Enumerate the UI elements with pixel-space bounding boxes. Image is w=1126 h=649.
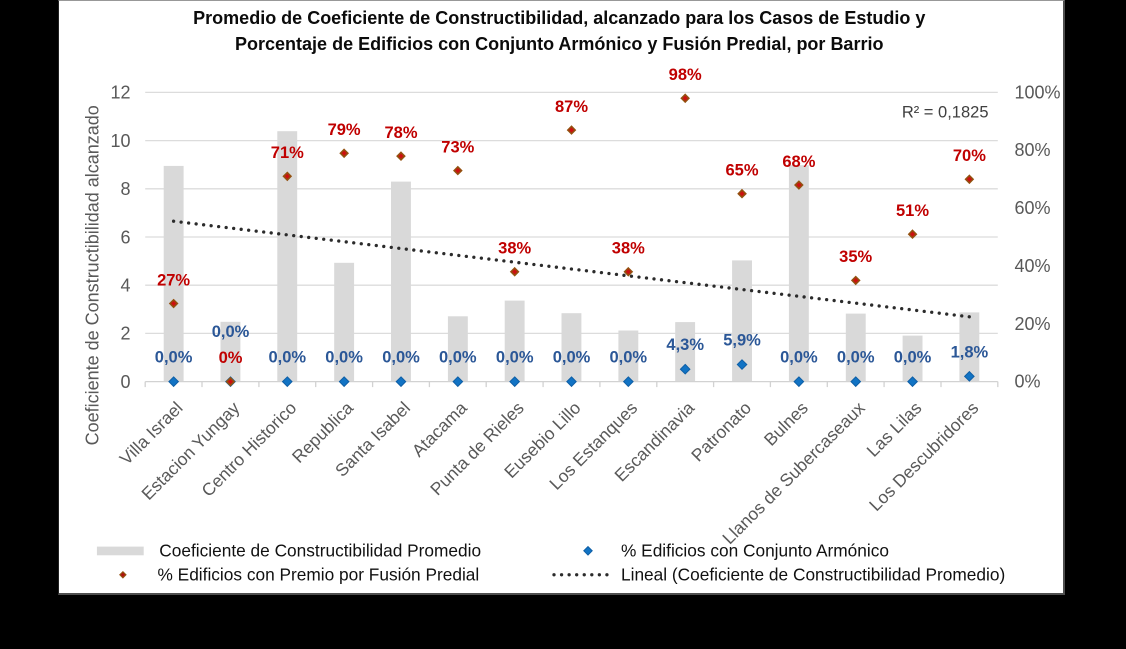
svg-text:0,0%: 0,0% [325,349,363,367]
svg-text:71%: 71% [271,144,304,162]
svg-text:38%: 38% [498,240,531,258]
svg-text:Los Descubridores: Los Descubridores [865,398,982,515]
svg-text:0,0%: 0,0% [496,349,534,367]
svg-text:Estacion Yungay: Estacion Yungay [137,398,243,504]
svg-text:80%: 80% [1015,140,1051,160]
svg-text:0%: 0% [1015,372,1041,392]
svg-text:0,0%: 0,0% [837,349,875,367]
svg-text:4,3%: 4,3% [666,336,704,354]
svg-text:60%: 60% [1015,198,1051,218]
svg-text:27%: 27% [157,271,190,289]
svg-text:100%: 100% [1015,82,1061,102]
svg-text:73%: 73% [441,138,474,156]
svg-text:40%: 40% [1015,256,1051,276]
svg-text:8: 8 [120,179,130,199]
svg-text:5,9%: 5,9% [723,332,761,350]
svg-text:R² = 0,1825: R² = 0,1825 [902,103,989,121]
svg-text:Coeficiente de Constructibilid: Coeficiente de Constructibilidad Promedi… [159,540,481,560]
svg-text:0,0%: 0,0% [780,349,818,367]
svg-text:51%: 51% [896,202,929,220]
svg-text:10: 10 [110,131,130,151]
svg-text:12: 12 [110,83,130,103]
svg-text:0,0%: 0,0% [894,349,932,367]
svg-text:0,0%: 0,0% [212,323,250,341]
svg-text:1,8%: 1,8% [951,343,989,361]
svg-text:% Edificios con Conjunto Armón: % Edificios con Conjunto Armónico [621,540,889,560]
svg-text:Patronato: Patronato [687,398,755,466]
svg-text:0%: 0% [219,349,243,367]
svg-text:Bulnes: Bulnes [760,398,812,450]
svg-text:Lineal (Coeficiente de Constru: Lineal (Coeficiente de Constructibilidad… [621,565,1005,585]
svg-text:2: 2 [120,324,130,344]
svg-text:0,0%: 0,0% [553,349,591,367]
svg-text:87%: 87% [555,98,588,116]
svg-text:% Edificios con Premio por Fus: % Edificios con Premio por Fusión Predia… [158,565,480,585]
svg-text:6: 6 [120,227,130,247]
svg-text:0,0%: 0,0% [155,349,193,367]
svg-text:35%: 35% [839,248,872,266]
svg-text:4: 4 [120,276,130,296]
svg-text:0,0%: 0,0% [439,349,477,367]
svg-text:38%: 38% [612,240,645,258]
svg-text:0: 0 [120,372,130,392]
svg-text:0,0%: 0,0% [268,349,306,367]
svg-text:Coeficiente de Constructibilid: Coeficiente de Constructibilidad alcanza… [83,105,103,445]
svg-text:68%: 68% [782,153,815,171]
svg-text:79%: 79% [328,121,361,139]
svg-text:20%: 20% [1015,314,1051,334]
svg-text:0,0%: 0,0% [609,349,647,367]
svg-text:0,0%: 0,0% [382,349,420,367]
svg-text:98%: 98% [669,66,702,84]
svg-text:78%: 78% [384,124,417,142]
svg-text:65%: 65% [725,162,758,180]
svg-text:70%: 70% [953,147,986,165]
